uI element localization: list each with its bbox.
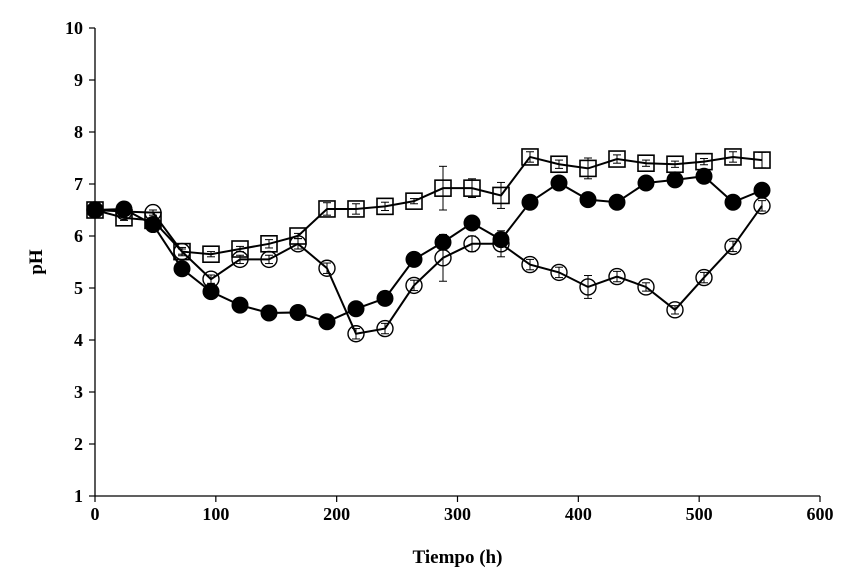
data-point-square [492, 186, 510, 205]
data-point-square [376, 197, 394, 216]
y-tick-label: 2 [74, 434, 83, 454]
data-point-square [521, 148, 539, 166]
data-point-filled-circle [144, 216, 162, 234]
x-axis-title: Tiempo (h) [413, 547, 503, 568]
data-point-square [608, 150, 626, 168]
data-point-square [637, 154, 655, 172]
data-point-open-circle [347, 325, 365, 343]
series-line-open-circle [94, 205, 763, 335]
data-point-filled-circle [579, 191, 597, 209]
data-point-square [405, 192, 423, 210]
y-tick-label: 5 [74, 278, 83, 298]
data-point-filled-circle [318, 313, 336, 331]
y-tick-label: 9 [74, 70, 83, 90]
data-point-filled-circle [463, 214, 481, 232]
x-tick-label: 500 [686, 504, 713, 524]
data-point-square [463, 179, 481, 197]
data-point-filled-circle [405, 250, 423, 268]
data-point-open-circle [753, 197, 771, 215]
y-tick-label: 6 [74, 226, 83, 246]
data-point-open-circle [318, 259, 336, 277]
data-point-filled-circle [753, 181, 771, 199]
data-point-square [579, 159, 597, 178]
data-point-open-circle [115, 202, 133, 221]
data-point-filled-circle [637, 174, 655, 192]
data-point-square [434, 179, 452, 197]
data-point-filled-circle [724, 193, 742, 211]
data-point-open-circle [550, 263, 568, 282]
series-open-square [86, 148, 771, 263]
x-tick-label: 400 [565, 504, 592, 524]
y-tick-label: 7 [74, 174, 83, 194]
data-point-filled-circle [231, 296, 249, 314]
data-point-open-circle [724, 237, 742, 256]
data-point-open-circle [144, 203, 162, 222]
data-point-open-circle [289, 235, 307, 253]
x-tick-label: 600 [807, 504, 834, 524]
data-point-open-circle [463, 235, 481, 253]
data-point-filled-circle [376, 289, 394, 307]
data-point-filled-circle [608, 193, 626, 211]
data-point-filled-circle [695, 167, 713, 185]
data-point-open-circle [492, 235, 510, 253]
data-point-open-circle [608, 267, 626, 286]
x-tick-label: 200 [323, 504, 350, 524]
series-open-circle [86, 197, 771, 343]
x-tick-label: 300 [444, 504, 471, 524]
data-point-square [724, 148, 742, 166]
y-tick-label: 1 [74, 486, 83, 506]
data-point-filled-circle [289, 303, 307, 321]
data-point-open-circle [405, 276, 423, 295]
data-point-open-circle [637, 278, 655, 296]
series-line-open-square [94, 155, 763, 256]
data-point-open-circle [202, 270, 220, 288]
data-point-open-circle [579, 278, 597, 296]
y-axis-title: pH [26, 249, 47, 275]
x-tick-label: 100 [202, 504, 229, 524]
y-tick-label: 8 [74, 122, 83, 142]
data-point-filled-circle [550, 174, 568, 192]
data-point-open-circle [260, 250, 278, 269]
data-point-open-circle [376, 319, 394, 338]
data-point-open-circle [695, 268, 713, 287]
data-point-square [318, 200, 336, 218]
data-point-filled-circle [521, 193, 539, 211]
data-point-filled-circle [202, 283, 220, 301]
data-point-open-circle [173, 242, 191, 261]
data-point-square [347, 200, 365, 218]
data-point-filled-circle [347, 300, 365, 318]
data-point-open-circle [86, 201, 104, 219]
series-layer [86, 148, 771, 343]
y-tick-label: 4 [74, 330, 83, 350]
data-point-open-circle [434, 249, 452, 267]
y-tick-label: 10 [65, 18, 83, 38]
data-point-filled-circle [260, 304, 278, 322]
data-point-filled-circle [173, 260, 191, 278]
data-point-open-circle [521, 255, 539, 274]
data-point-square [202, 245, 220, 263]
data-point-open-circle [666, 301, 684, 319]
data-point-open-circle [231, 250, 249, 269]
y-tick-label: 3 [74, 382, 83, 402]
data-point-square [550, 155, 568, 174]
data-point-filled-circle [666, 171, 684, 189]
data-point-square [753, 151, 771, 169]
x-tick-label: 0 [91, 504, 100, 524]
